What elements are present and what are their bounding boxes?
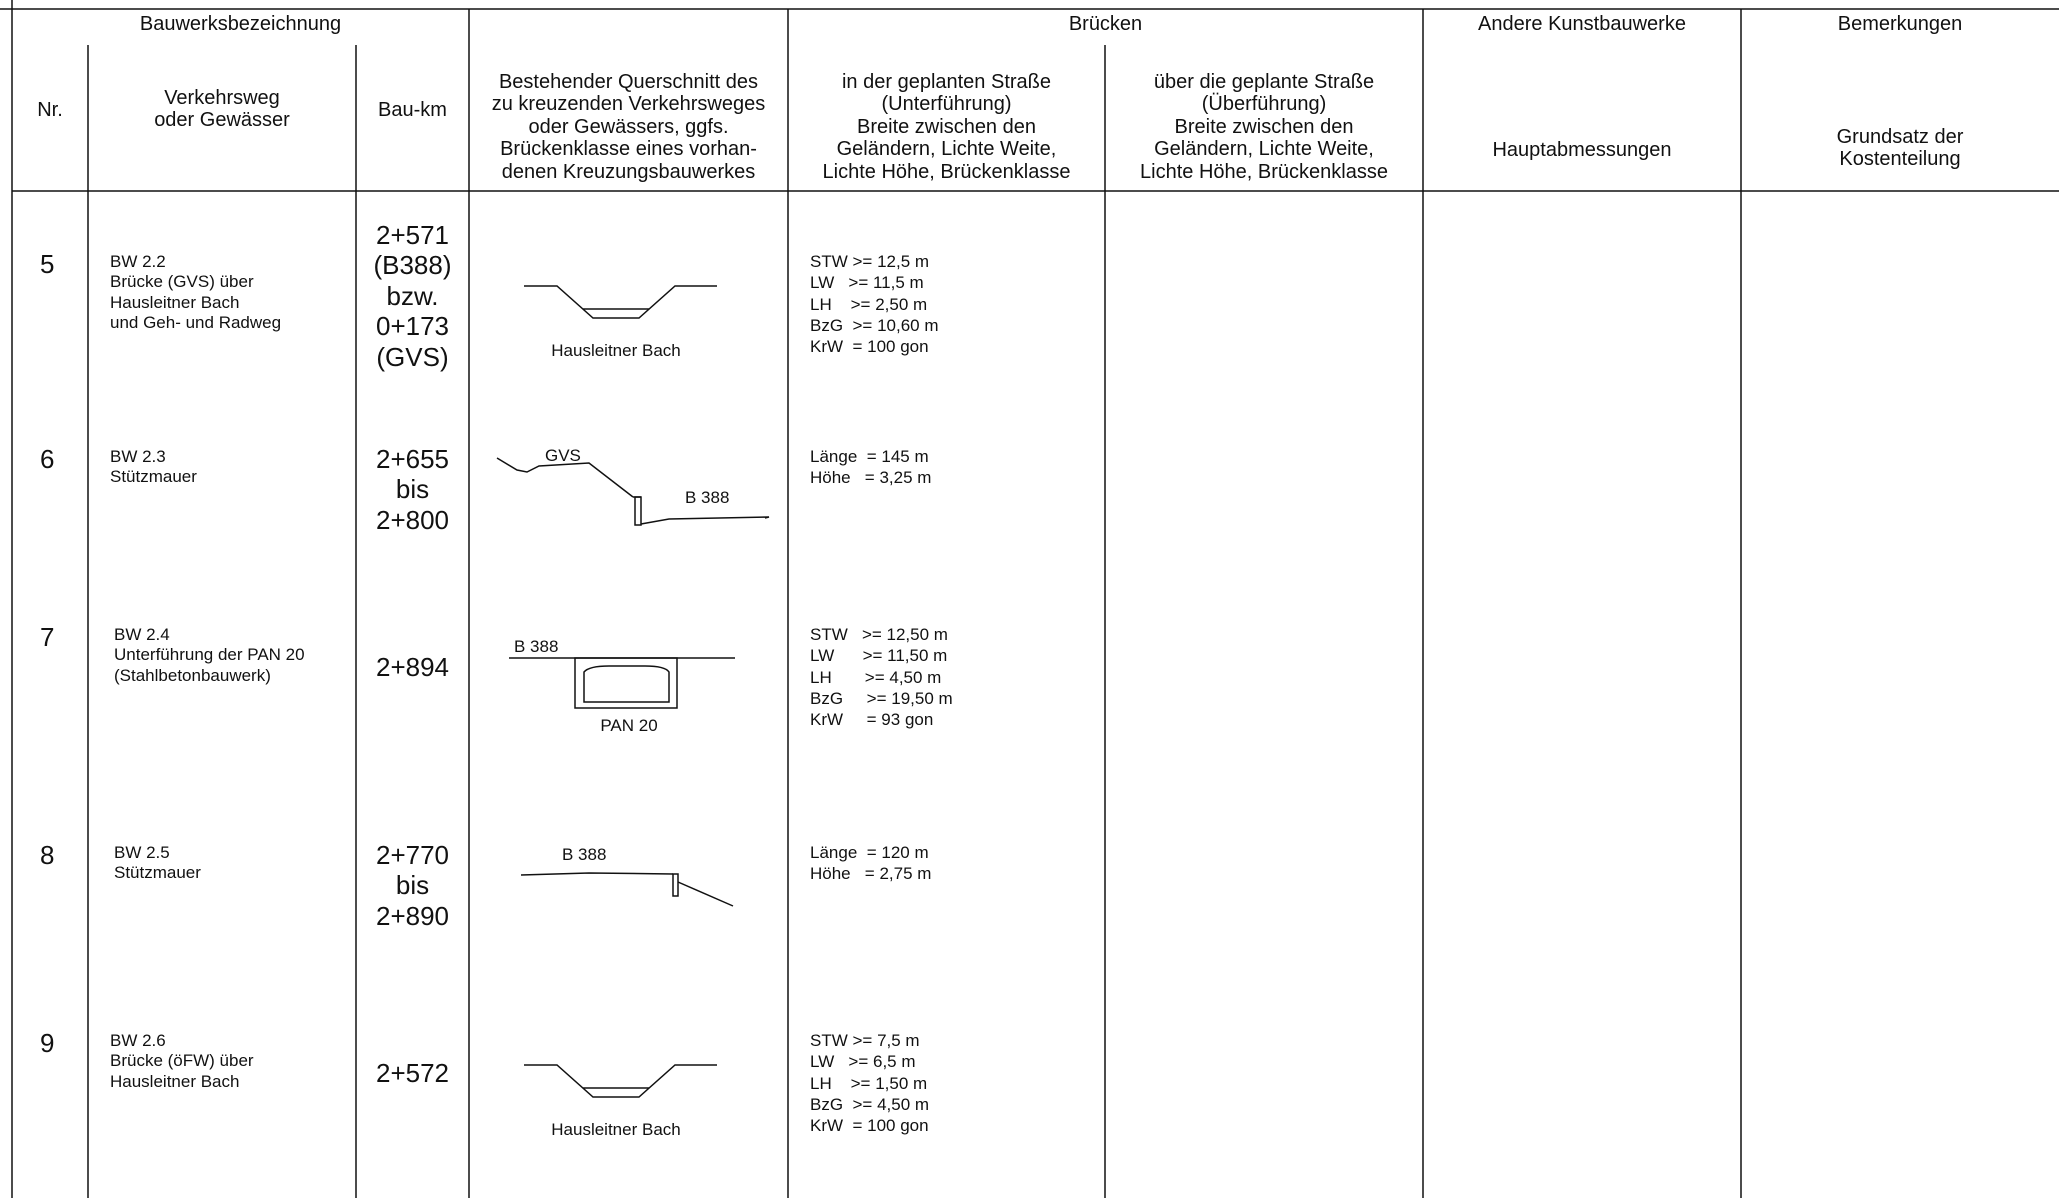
- bau-km-value: 2+770 bis 2+890: [375, 840, 450, 931]
- structure-name: BW 2.4 Unterführung der PAN 20 (Stahlbet…: [114, 625, 305, 685]
- sketch-label: Hausleitner Bach: [551, 341, 680, 360]
- header-kostenteilung: Grundsatz der Kostenteilung: [1836, 126, 1964, 171]
- structure-name: BW 2.2 Brücke (GVS) über Hausleitner Bac…: [110, 252, 282, 333]
- bridge-specs: STW >= 12,50 m LW >= 11,50 m LH >= 4,50 …: [810, 625, 953, 729]
- header-unterfuehrung: in der geplanten Straße (Unterführung) B…: [822, 71, 1071, 183]
- channel-icon: Hausleitner Bach: [524, 285, 717, 360]
- structure-name: BW 2.6 Brücke (öFW) über Hausleitner Bac…: [110, 1031, 254, 1091]
- sketch-label: B 388: [685, 488, 729, 507]
- bridge-specs: STW >= 12,5 m LW >= 11,5 m LH >= 2,50 m …: [810, 252, 939, 356]
- header-verkehrsweg: Verkehrsweg oder Gewässer: [154, 87, 290, 132]
- bau-km-value: 2+572: [375, 1058, 450, 1088]
- header-bau-km: Bau-km: [378, 99, 447, 121]
- header-group-bauwerksbezeichnung: Bauwerksbezeichnung: [139, 13, 342, 35]
- row-number: 6: [40, 444, 55, 474]
- bridge-specs: Länge = 120 m Höhe = 2,75 m: [810, 843, 932, 884]
- row-number: 8: [40, 840, 55, 870]
- bau-km-value: 2+655 bis 2+800: [375, 444, 450, 535]
- sketch-label: Hausleitner Bach: [551, 1120, 680, 1139]
- row-number: 7: [40, 622, 55, 652]
- sketch-label: GVS: [545, 446, 581, 465]
- structure-name: BW 2.3 Stützmauer: [110, 447, 197, 487]
- sketch-label: B 388: [562, 845, 606, 864]
- header-ueberfuehrung: über die geplante Straße (Überführung) B…: [1140, 71, 1388, 183]
- bridge-specs: Länge = 145 m Höhe = 3,25 m: [810, 447, 932, 488]
- sketch-label: PAN 20: [600, 716, 657, 735]
- header-querschnitt: Bestehender Querschnitt des zu kreuzende…: [491, 71, 766, 183]
- retaining-wall-icon: GVS B 388: [496, 446, 770, 526]
- header-group-andere-kunstbauwerke: Andere Kunstbauwerke: [1478, 13, 1686, 35]
- underpass-icon: B 388 PAN 20: [509, 637, 735, 735]
- header-hauptabmessungen: Hauptabmessungen: [1492, 139, 1672, 161]
- bau-km-value: 2+571 (B388) bzw. 0+173 (GVS): [373, 220, 452, 372]
- bau-km-value: 2+894: [375, 652, 450, 682]
- header-group-bemerkungen: Bemerkungen: [1837, 13, 1963, 35]
- header-group-bruecken: Brücken: [1068, 13, 1143, 35]
- row-number: 9: [40, 1028, 55, 1058]
- bridge-specs: STW >= 7,5 m LW >= 6,5 m LH >= 1,50 m Bz…: [810, 1031, 930, 1135]
- structure-name: BW 2.5 Stützmauer: [114, 843, 201, 883]
- header-nr: Nr.: [37, 99, 63, 121]
- channel-icon: Hausleitner Bach: [524, 1064, 717, 1139]
- sketch-label: B 388: [514, 637, 558, 656]
- row-number: 5: [40, 249, 55, 279]
- retaining-wall-icon: B 388: [520, 845, 734, 907]
